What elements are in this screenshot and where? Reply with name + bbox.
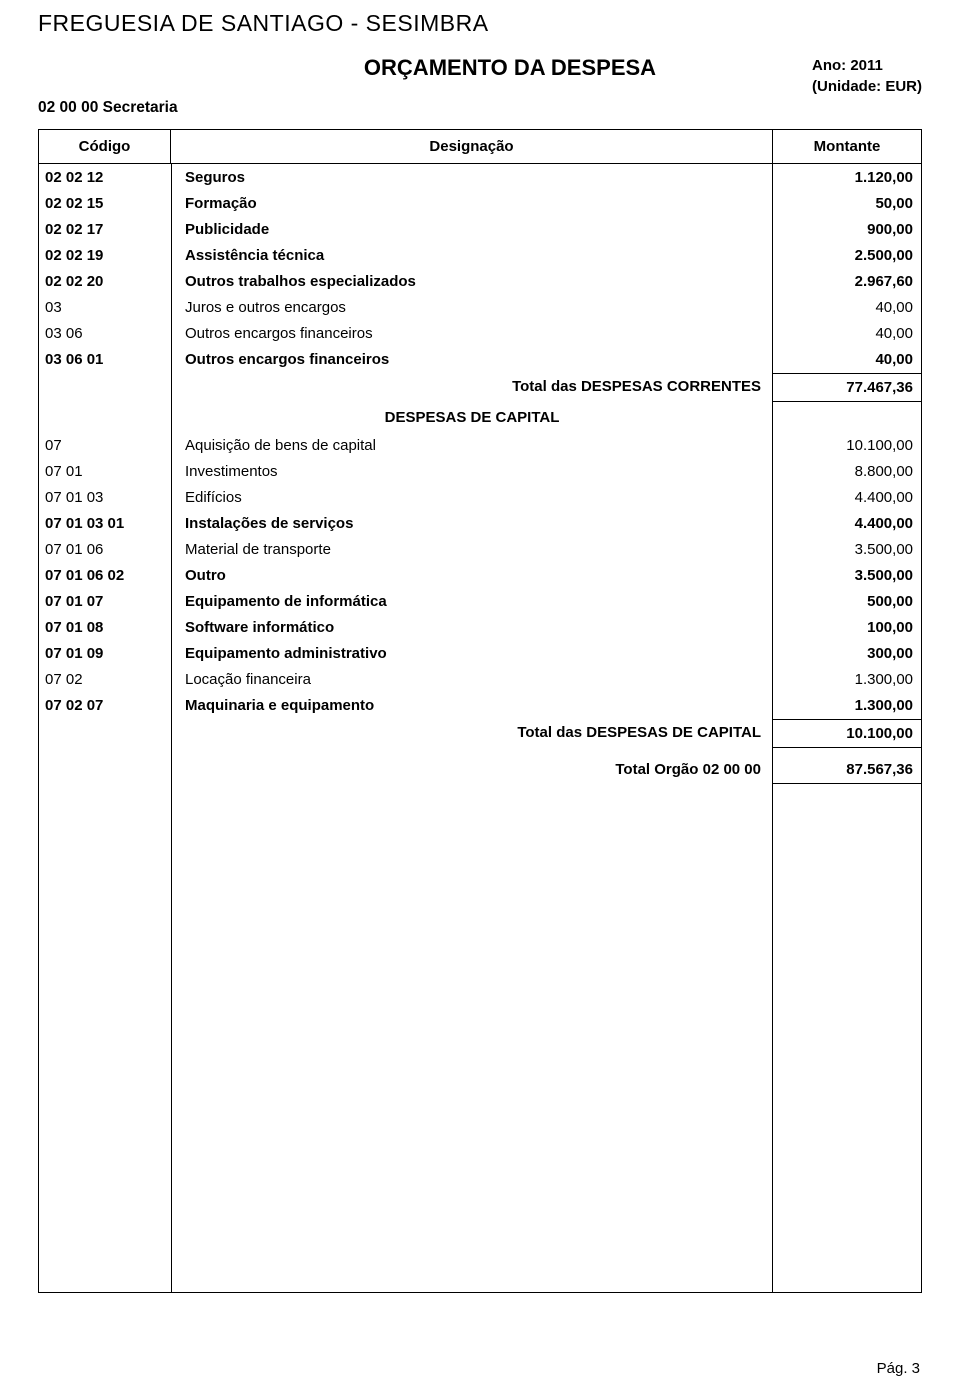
row-code: 02 02 17: [39, 222, 171, 237]
doc-title: ORÇAMENTO DA DESPESA: [38, 55, 812, 81]
total-capital-amount: 10.100,00: [773, 719, 921, 748]
row-desc: Edifícios: [171, 490, 773, 505]
row-amount: 8.800,00: [773, 464, 921, 479]
unit-line: (Unidade: EUR): [812, 76, 922, 97]
row-desc: Instalações de serviços: [171, 516, 773, 531]
total-correntes-label: Total das DESPESAS CORRENTES: [39, 378, 773, 397]
row-code: 07 01 06: [39, 542, 171, 557]
row-code: 07 02: [39, 672, 171, 687]
row-code: 02 02 15: [39, 196, 171, 211]
row-desc: Outro: [171, 568, 773, 583]
row-desc: Outros encargos financeiros: [171, 326, 773, 341]
row-desc: Publicidade: [171, 222, 773, 237]
row-amount: 40,00: [773, 352, 921, 367]
header-desc: Designação: [171, 130, 773, 163]
org-name: 02 00 00 Secretaria: [38, 99, 922, 117]
row-code: 07 01 07: [39, 594, 171, 609]
row-desc: Equipamento administrativo: [171, 646, 773, 661]
row-desc: Juros e outros encargos: [171, 300, 773, 315]
header-code: Código: [39, 130, 171, 163]
row-amount: 50,00: [773, 196, 921, 211]
row-code: 02 02 12: [39, 170, 171, 185]
table-header-row: Código Designação Montante: [39, 130, 921, 164]
row-amount: 1.300,00: [773, 698, 921, 713]
row-amount: 3.500,00: [773, 568, 921, 583]
row-amount: 4.400,00: [773, 490, 921, 505]
table-body: 02 02 12Seguros1.120,0002 02 15Formação5…: [39, 164, 921, 1292]
row-code: 07 01: [39, 464, 171, 479]
row-code: 02 02 20: [39, 274, 171, 289]
row-code: 07: [39, 438, 171, 453]
row-amount: 3.500,00: [773, 542, 921, 557]
row-desc: Material de transporte: [171, 542, 773, 557]
row-amount: 2.500,00: [773, 248, 921, 263]
row-amount: 1.300,00: [773, 672, 921, 687]
row-desc: Formação: [171, 196, 773, 211]
row-amount: 1.120,00: [773, 170, 921, 185]
row-code: 03 06 01: [39, 352, 171, 367]
total-orgao-label: Total Orgão 02 00 00: [39, 761, 773, 779]
row-amount: 2.967,60: [773, 274, 921, 289]
row-amount: 300,00: [773, 646, 921, 661]
row-desc: Assistência técnica: [171, 248, 773, 263]
row-desc: Locação financeira: [171, 672, 773, 687]
col-divider-1: [171, 164, 172, 1292]
row-amount: 4.400,00: [773, 516, 921, 531]
doc-title-row: ORÇAMENTO DA DESPESA Ano: 2011 (Unidade:…: [38, 55, 922, 97]
year-line: Ano: 2011: [812, 55, 922, 76]
row-code: 07 01 03 01: [39, 516, 171, 531]
row-desc: Outros encargos financeiros: [171, 352, 773, 367]
row-amount: 100,00: [773, 620, 921, 635]
header-amount: Montante: [773, 130, 921, 163]
row-amount: 10.100,00: [773, 438, 921, 453]
row-desc: Equipamento de informática: [171, 594, 773, 609]
row-desc: Maquinaria e equipamento: [171, 698, 773, 713]
entity-title: FREGUESIA DE SANTIAGO - SESIMBRA: [38, 10, 922, 37]
col-divider-2: [772, 164, 773, 1292]
row-amount: 900,00: [773, 222, 921, 237]
total-orgao-amount: 87.567,36: [773, 756, 921, 784]
row-code: 03: [39, 300, 171, 315]
page-number: Pág. 3: [877, 1360, 920, 1377]
row-desc: Software informático: [171, 620, 773, 635]
row-amount: 500,00: [773, 594, 921, 609]
row-code: 07 01 03: [39, 490, 171, 505]
row-code: 07 01 06 02: [39, 568, 171, 583]
row-code: 07 02 07: [39, 698, 171, 713]
row-code: 03 06: [39, 326, 171, 341]
budget-table: Código Designação Montante 02 02 12Segur…: [38, 129, 922, 1293]
row-code: 07 01 09: [39, 646, 171, 661]
row-desc: Investimentos: [171, 464, 773, 479]
row-desc: Outros trabalhos especializados: [171, 274, 773, 289]
row-code: 02 02 19: [39, 248, 171, 263]
row-amount: 40,00: [773, 300, 921, 315]
row-desc: Seguros: [171, 170, 773, 185]
year-unit: Ano: 2011 (Unidade: EUR): [812, 55, 922, 97]
total-capital-label: Total das DESPESAS DE CAPITAL: [39, 724, 773, 743]
row-code: 07 01 08: [39, 620, 171, 635]
row-desc: Aquisição de bens de capital: [171, 438, 773, 453]
total-correntes-amount: 77.467,36: [773, 373, 921, 402]
row-amount: 40,00: [773, 326, 921, 341]
